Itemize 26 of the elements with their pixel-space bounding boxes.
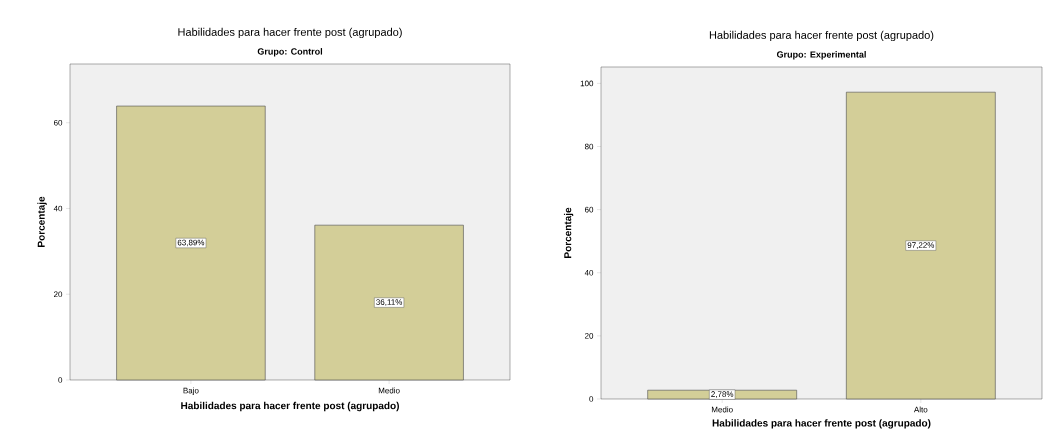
x-tick-label: Bajo xyxy=(183,387,199,395)
chart-subtitle: Grupo: Experimental xyxy=(776,51,866,60)
y-tick-label: 40 xyxy=(53,205,63,212)
y-axis-title: Porcentaje xyxy=(563,207,574,258)
y-tick-label: 60 xyxy=(53,119,63,126)
chart-title: Habilidades para hacer frente post (agrupado) xyxy=(178,27,402,39)
y-tick-label: 20 xyxy=(53,291,63,298)
chart-subtitle: Grupo: Control xyxy=(257,48,323,57)
y-tick-label: 60 xyxy=(584,206,594,213)
data-label: 97,22% xyxy=(907,242,935,249)
data-label: 36,11% xyxy=(376,299,403,306)
y-tick-label: 0 xyxy=(589,396,594,402)
data-label: 2,78% xyxy=(711,391,734,398)
y-tick-label: 0 xyxy=(58,377,63,383)
y-tick-label: 100 xyxy=(580,80,594,87)
y-axis-title: Porcentaje xyxy=(37,196,47,247)
y-tick-label: 40 xyxy=(584,269,594,276)
x-tick-label: Alto xyxy=(913,406,928,413)
y-tick-label: 20 xyxy=(584,333,594,339)
chart-title: Habilidades para hacer frente post (agrupado) xyxy=(709,30,934,42)
x-tick-label: Medio xyxy=(378,387,400,394)
x-axis-title: Habilidades para hacer frente post (agrupado) xyxy=(712,419,931,429)
x-tick-label: Medio xyxy=(711,406,733,413)
data-label: 63,89% xyxy=(177,239,205,247)
x-axis-title: Habilidades para hacer frente post (agrupado) xyxy=(181,401,399,412)
y-tick-label: 80 xyxy=(584,143,594,150)
